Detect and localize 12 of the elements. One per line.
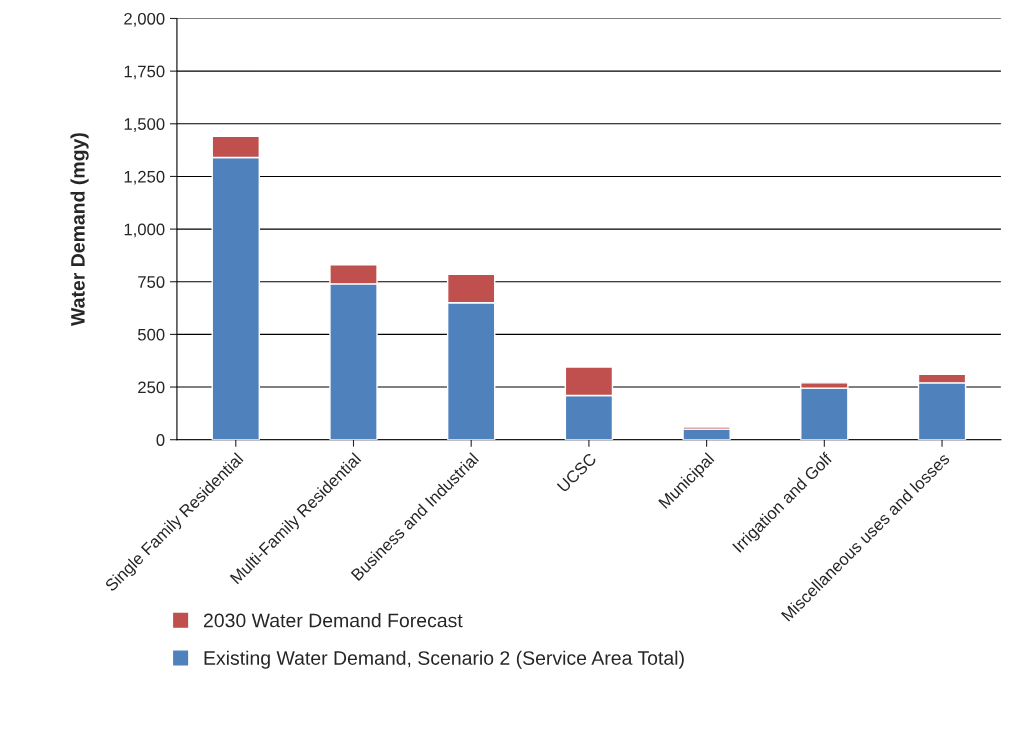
y-axis-title: Water Demand (mgy) (70, 133, 89, 326)
y-tick-label: 250 (138, 381, 165, 394)
y-tick-label: 2,000 (124, 12, 165, 27)
legend-label: Existing Water Demand, Scenario 2 (Service Area Total) (204, 650, 684, 669)
y-tick-label: 1,000 (124, 223, 165, 238)
y-tick-label: 750 (138, 276, 165, 288)
y-tick-label: 1,750 (124, 65, 165, 80)
y-tick-label: 1,250 (124, 170, 165, 185)
y-tick-label: 0 (156, 434, 165, 446)
legend-label: 2030 Water Demand Forecast (203, 613, 463, 628)
y-tick-label: 500 (137, 328, 165, 341)
y-tick-label: 1,500 (124, 118, 165, 132)
